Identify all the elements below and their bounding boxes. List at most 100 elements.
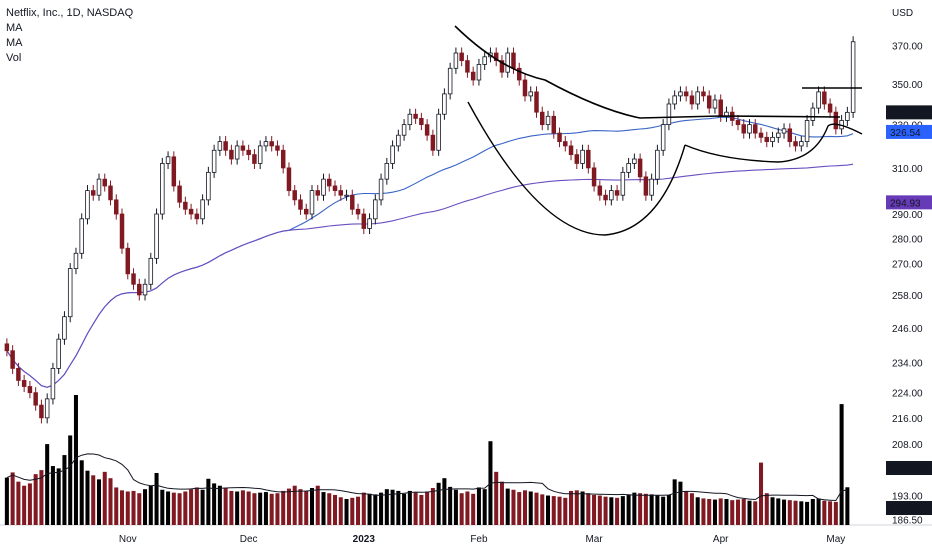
candle-body-116 (672, 95, 677, 105)
volume-bar-86 (499, 481, 504, 525)
candle-body-101 (586, 149, 591, 169)
candle-body-26 (154, 213, 159, 259)
candle-body-44 (257, 145, 263, 164)
volume-bar-21 (125, 491, 130, 525)
volume-bar-15 (91, 475, 96, 525)
volume-bar-26 (154, 473, 159, 525)
volume-bar-113 (655, 495, 660, 525)
candle-body-23 (137, 283, 142, 296)
candle-body-3 (21, 380, 27, 387)
legend-vol[interactable]: Vol (6, 52, 22, 64)
price-tick-4: 290.00 (892, 210, 923, 221)
volume-bar-9 (56, 468, 61, 525)
candle-body-110 (637, 158, 643, 178)
candle-body-105 (609, 190, 614, 201)
candle-body-0 (4, 343, 10, 352)
candle-body-8 (50, 367, 56, 400)
volume-bar-11 (68, 435, 73, 525)
volume-bar-131 (758, 462, 764, 525)
volume-bar-66 (384, 489, 389, 525)
volume-bar-10 (62, 455, 67, 525)
volume-bar-64 (373, 494, 378, 525)
volume-bar-132 (764, 493, 769, 525)
resistance-line (454, 25, 841, 119)
candle-body-30 (177, 185, 182, 203)
chart-title[interactable]: Netflix, Inc., 1D, NASDAQ (6, 7, 134, 19)
candle-body-18 (108, 185, 113, 201)
time-label-1: Dec (240, 534, 258, 545)
volume-bar-46 (269, 493, 274, 525)
candle-body-7 (44, 398, 50, 419)
volume-bar-19 (114, 487, 119, 525)
price-tick-8: 246.00 (892, 324, 923, 335)
candle-body-127 (735, 120, 741, 126)
currency-label: USD (892, 8, 913, 19)
volume-bar-129 (747, 500, 752, 525)
candle-body-86 (499, 60, 505, 73)
volume-bar-114 (661, 496, 666, 525)
volume-bar-134 (776, 498, 781, 525)
candle-body-29 (171, 156, 177, 187)
candle-body-143 (827, 103, 833, 113)
candle-body-34 (200, 199, 205, 220)
price-tick-10: 224.00 (892, 389, 923, 400)
volume-bar-106 (615, 497, 620, 525)
volume-bar-97 (563, 497, 568, 525)
candle-body-79 (459, 52, 464, 62)
legend-ma-1[interactable]: MA (6, 22, 23, 34)
volume-bar-104 (603, 496, 608, 525)
volume-bar-41 (240, 490, 245, 525)
volume-bar-139 (805, 501, 810, 525)
candle-body-54 (315, 190, 320, 196)
volume-bar-13 (79, 460, 84, 525)
volume-bar-135 (782, 499, 787, 525)
candle-body-144 (833, 111, 839, 130)
candle-body-49 (286, 167, 292, 191)
volume-bar-105 (609, 497, 614, 525)
candle-body-38 (223, 141, 228, 151)
volume-bar-127 (735, 499, 741, 525)
candle-body-67 (390, 145, 395, 164)
candle-body-136 (787, 128, 793, 143)
candle-body-132 (764, 136, 770, 143)
badge-volume: 20.925M (890, 464, 929, 475)
legend-ma-2[interactable]: MA (6, 37, 23, 49)
volume-bar-25 (148, 485, 153, 525)
volume-bar-60 (350, 497, 355, 525)
badge-volume-ma: 6.53M (890, 504, 918, 515)
volume-bar-5 (33, 474, 38, 525)
candle-body-88 (511, 52, 516, 69)
candle-body-10 (62, 316, 67, 340)
candle-body-113 (655, 149, 660, 180)
candle-body-134 (776, 132, 781, 138)
candle-body-82 (476, 64, 482, 81)
candle-body-75 (436, 113, 441, 151)
volume-bar-143 (828, 501, 833, 525)
volume-bar-50 (292, 485, 297, 525)
candle-body-21 (125, 247, 131, 275)
volume-bar-62 (361, 492, 366, 525)
badge-volume-bg (886, 461, 932, 475)
volume-bar-68 (396, 490, 401, 525)
volume-bar-116 (672, 479, 677, 525)
volume-bar-83 (482, 489, 487, 525)
time-label-6: May (826, 534, 845, 545)
candle-body-31 (183, 201, 188, 210)
candle-body-61 (355, 208, 361, 215)
candle-body-119 (689, 95, 695, 105)
candle-body-129 (747, 124, 752, 134)
candle-body-4 (27, 386, 33, 394)
candle-body-40 (234, 145, 240, 160)
candle-body-19 (114, 199, 119, 215)
volume-bar-35 (206, 478, 211, 525)
volume-bar-55 (321, 492, 326, 525)
candle-body-27 (160, 163, 165, 215)
candle-body-13 (79, 218, 84, 254)
price-tick-1: 350.00 (892, 80, 923, 91)
candle-body-133 (770, 136, 775, 143)
volume-bar-90 (522, 490, 528, 525)
volume-bar-79 (459, 493, 464, 525)
candle-body-36 (211, 149, 217, 173)
price-tick-5: 280.00 (892, 234, 923, 245)
